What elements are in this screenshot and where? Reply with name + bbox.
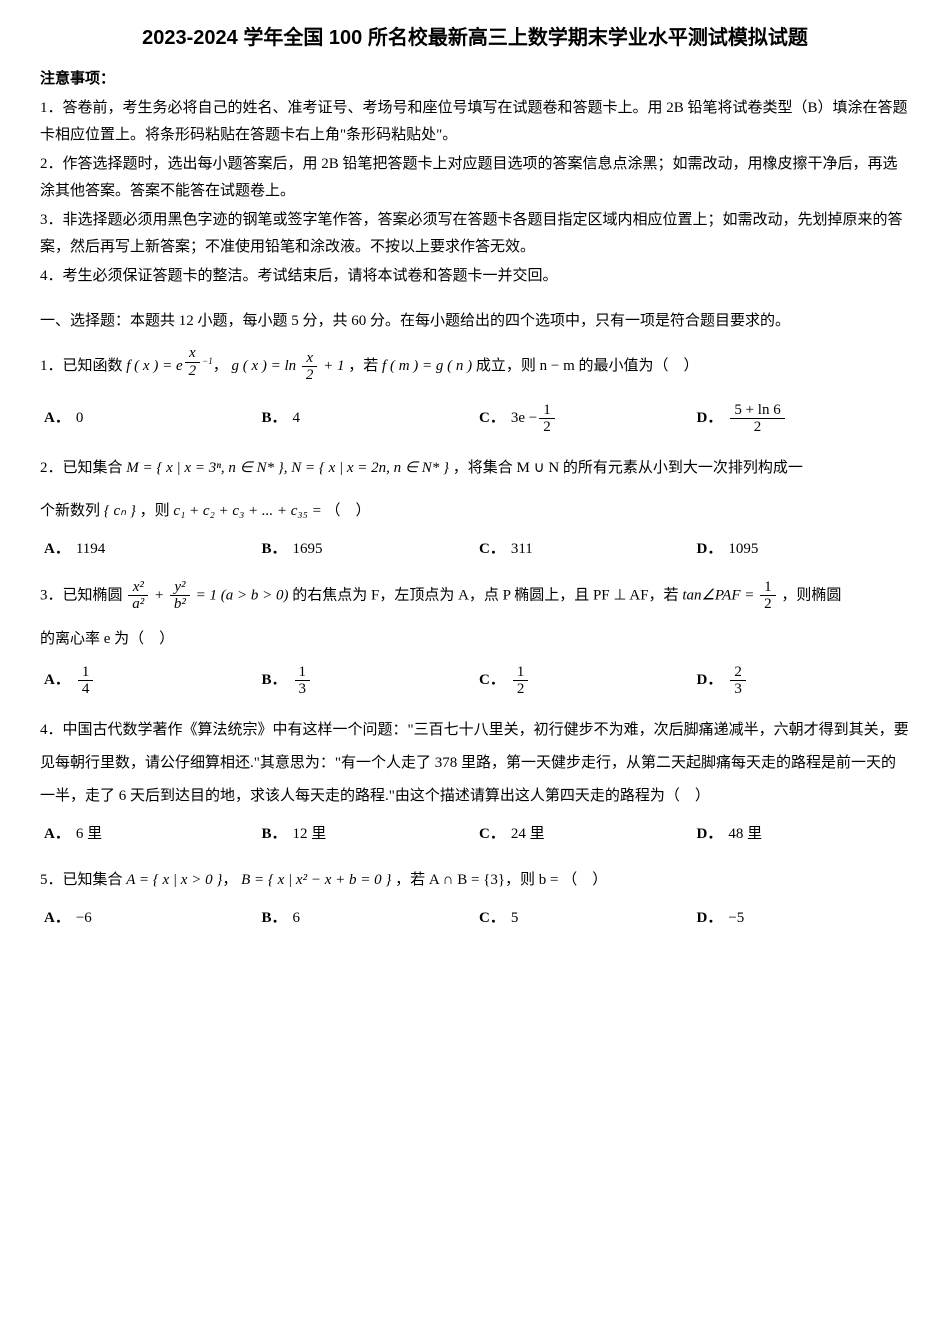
q4-opt-d-val: 48 里 [728,821,762,848]
q1-option-d: D． 5 + ln 62 [693,400,911,438]
notice-1: 1．答卷前，考生务必将自己的姓名、准考证号、考场号和座位号填写在试题卷和答题卡上… [40,95,910,149]
q5-opt-c-val: 5 [511,905,519,932]
question-2: 2．已知集合 M = { x | x = 3ⁿ, n ∈ N* }, N = {… [40,452,910,485]
q2-stem-pre: 2．已知集合 [40,460,126,476]
q4-opt-c-val: 24 里 [511,821,545,848]
q3-options: A．14 B．13 C．12 D．23 [40,662,910,700]
q2-option-a: A．1194 [40,534,258,565]
q3-tan-frac: 12 [760,579,776,613]
q3-frac-x: x²a² [128,579,148,613]
q1-stem-pre: 1．已知函数 [40,358,126,374]
notice-2: 2．作答选择题时，选出每小题答案后，用 2B 铅笔把答题卡上对应题目选项的答案信… [40,151,910,205]
q2-sum: c₁ + c₂ + c₃ + ... + c₃₅ = [173,503,321,519]
q4-opt-b-val: 12 里 [293,821,327,848]
q3-frac-y: y²b² [170,579,190,613]
q1-option-c: C． 3e − 12 [475,400,693,438]
q2-opt-c-val: 311 [511,536,533,563]
q5-opt-b-val: 6 [293,905,301,932]
q3-option-d: D．23 [693,662,911,700]
question-5: 5．已知集合 A = { x | x > 0 }， B = { x | x² −… [40,864,910,897]
question-4: 4．中国古代数学著作《算法统宗》中有这样一个问题："三百七十八里关，初行健步不为… [40,714,910,813]
q1-stem-post: 成立，则 n − m 的最小值为（ ） [476,358,699,374]
question-1: 1．已知函数 f ( x ) = ex2−1， g ( x ) = ln x2 … [40,345,910,384]
q1-opt-c-pre: 3e − [511,405,537,432]
q4-option-c: C．24 里 [475,819,693,850]
q5-option-b: B．6 [258,903,476,934]
q2-opt-b-val: 1695 [293,536,323,563]
q2-opt-a-val: 1194 [76,536,105,563]
q5-stem-pre: 5．已知集合 [40,872,126,888]
q2-stem-mid: ，将集合 M ∪ N 的所有元素从小到大一次排列构成一 [453,460,803,476]
q2-l2-post: （ ） [326,503,371,519]
q5-option-c: C．5 [475,903,693,934]
q3-plus: + [154,587,168,603]
q4-opt-a-val: 6 里 [76,821,102,848]
q1-options: A．0 B．4 C． 3e − 12 D． 5 + ln 62 [40,400,910,438]
q1-opt-a-val: 0 [76,405,84,432]
q3-stem-pre: 3．已知椭圆 [40,587,126,603]
q1-option-a: A．0 [40,400,258,438]
notice-4: 4．考生必须保证答题卡的整洁。考试结束后，请将本试卷和答题卡一并交回。 [40,263,910,290]
q5-set-a: A = { x | x > 0 } [126,872,222,888]
q1-option-b: B．4 [258,400,476,438]
q5-opt-d-val: −5 [728,905,744,932]
q3-stem-post: ，则椭圆 [781,587,841,603]
question-3-line2: 的离心率 e 为（ ） [40,623,910,656]
q2-sets: M = { x | x = 3ⁿ, n ∈ N* }, N = { x | x … [126,460,449,476]
q2-l2-mid: ，则 [140,503,174,519]
q3-option-a: A．14 [40,662,258,700]
q5-option-a: A．−6 [40,903,258,934]
q1-f-expr: f ( x ) = ex2−1 [126,358,212,374]
q4-option-d: D．48 里 [693,819,911,850]
q2-option-b: B．1695 [258,534,476,565]
q2-options: A．1194 B．1695 C．311 D．1095 [40,534,910,565]
q1-fm-gn: f ( m ) = g ( n ) [382,358,472,374]
q3-option-b: B．13 [258,662,476,700]
question-3: 3．已知椭圆 x²a² + y²b² = 1 (a > b > 0) 的右焦点为… [40,579,910,613]
question-2-line2: 个新数列 { cₙ } ，则 c₁ + c₂ + c₃ + ... + c₃₅ … [40,495,910,528]
q3-stem-mid: 的右焦点为 F，左顶点为 A，点 P 椭圆上，且 PF ⊥ AF，若 [292,587,682,603]
q2-l2-pre: 个新数列 [40,503,104,519]
notice-header: 注意事项： [40,66,910,93]
q5-set-b: B = { x | x² − x + b = 0 } [241,872,391,888]
q4-option-a: A．6 里 [40,819,258,850]
q2-option-d: D．1095 [693,534,911,565]
q4-option-b: B．12 里 [258,819,476,850]
q1-g-expr: g ( x ) = ln x2 + 1 [231,358,344,374]
q2-opt-d-val: 1095 [728,536,758,563]
q3-option-c: C．12 [475,662,693,700]
q3-tan-pre: tan∠PAF = [682,587,758,603]
q5-options: A．−6 B．6 C．5 D．−5 [40,903,910,934]
q5-stem-mid: ，若 A ∩ B = {3}，则 b = （ ） [395,872,607,888]
q2-option-c: C．311 [475,534,693,565]
page-title: 2023-2024 学年全国 100 所名校最新高三上数学期末学业水平测试模拟试… [40,20,910,56]
q3-cond: = 1 (a > b > 0) [196,587,293,603]
q5-opt-a-val: −6 [76,905,92,932]
q1-opt-b-val: 4 [293,405,301,432]
q1-opt-c-frac: 12 [539,402,555,436]
q1-opt-d-frac: 5 + ln 62 [730,402,784,436]
q1-stem-mid: ，若 [348,358,382,374]
notice-3: 3．非选择题必须用黑色字迹的钢笔或签字笔作答，答案必须写在答题卡各题目指定区域内… [40,207,910,261]
q2-cn: { cₙ } [104,503,136,519]
q5-option-d: D．−5 [693,903,911,934]
section-header: 一、选择题：本题共 12 小题，每小题 5 分，共 60 分。在每小题给出的四个… [40,308,910,335]
q4-options: A．6 里 B．12 里 C．24 里 D．48 里 [40,819,910,850]
